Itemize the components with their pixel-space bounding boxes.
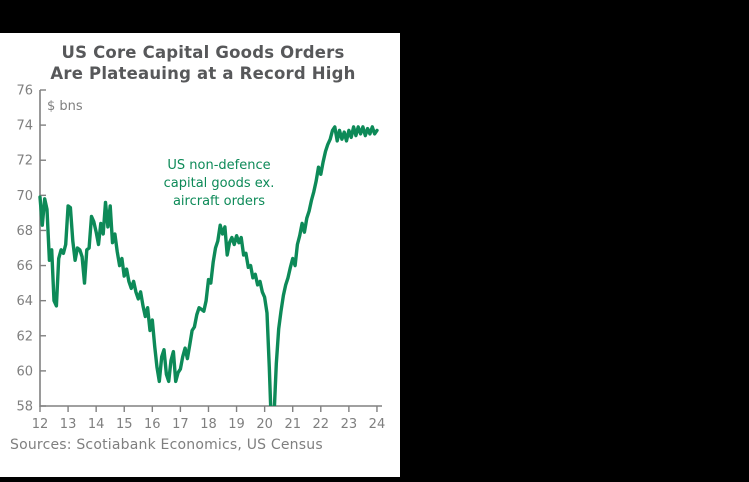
y-axis-tick-label: 70 — [16, 189, 33, 204]
x-axis-tick-label: 18 — [200, 417, 217, 432]
chart-title-line-2: Are Plateauing at a Record High — [50, 64, 356, 83]
y-axis-tick-label: 62 — [16, 329, 33, 344]
y-axis-tick-label: 72 — [16, 154, 33, 169]
chart-title-line-1: US Core Capital Goods Orders — [61, 43, 345, 62]
x-axis-tick-label: 19 — [228, 417, 245, 432]
y-axis-tick-label: 66 — [16, 259, 33, 274]
y-axis-tick-label: 60 — [16, 364, 33, 379]
x-axis-tick-label: 14 — [88, 417, 105, 432]
x-axis-tick-label: 24 — [369, 417, 386, 432]
series-line — [38, 125, 379, 406]
axes: 58 60 62 64 66 68 70 72 74 76 12 13 14 15 16 17 18 19 20 21… — [16, 84, 385, 433]
y-axis-tick-label: 68 — [16, 224, 33, 239]
data-series-layer — [38, 125, 379, 406]
series-annotation-line-1: US non-defence — [167, 158, 270, 173]
y-axis-unit-label: $ bns — [47, 99, 83, 114]
x-axis-tick-label: 17 — [172, 417, 189, 432]
x-axis-tick-label: 20 — [256, 417, 273, 432]
y-axis-tick-label: 58 — [16, 400, 33, 415]
source-note: Sources: Scotiabank Economics, US Census — [10, 437, 323, 453]
series-annotation-line-2: capital goods ex. — [164, 176, 275, 191]
chart-title: US Core Capital Goods Orders Are Plateau… — [0, 42, 400, 84]
y-axis-tick-label: 76 — [16, 84, 33, 99]
x-axis-tick-label: 15 — [116, 417, 133, 432]
y-axis-tick-label: 74 — [16, 119, 33, 134]
x-axis-tick-label: 12 — [32, 417, 49, 432]
x-axis-tick-label: 22 — [313, 417, 330, 432]
chart-panel: US Core Capital Goods Orders Are Plateau… — [0, 33, 400, 477]
x-axis-tick-label: 16 — [144, 417, 161, 432]
x-axis-tick-label: 21 — [284, 417, 301, 432]
line-chart: 58 60 62 64 66 68 70 72 74 76 12 13 14 15 16 17 18 19 20 21… — [16, 84, 385, 433]
x-axis-tick-label: 13 — [60, 417, 77, 432]
series-annotation-line-3: aircraft orders — [173, 194, 265, 209]
y-axis-tick-label: 64 — [16, 294, 33, 309]
x-axis-tick-label: 23 — [341, 417, 358, 432]
